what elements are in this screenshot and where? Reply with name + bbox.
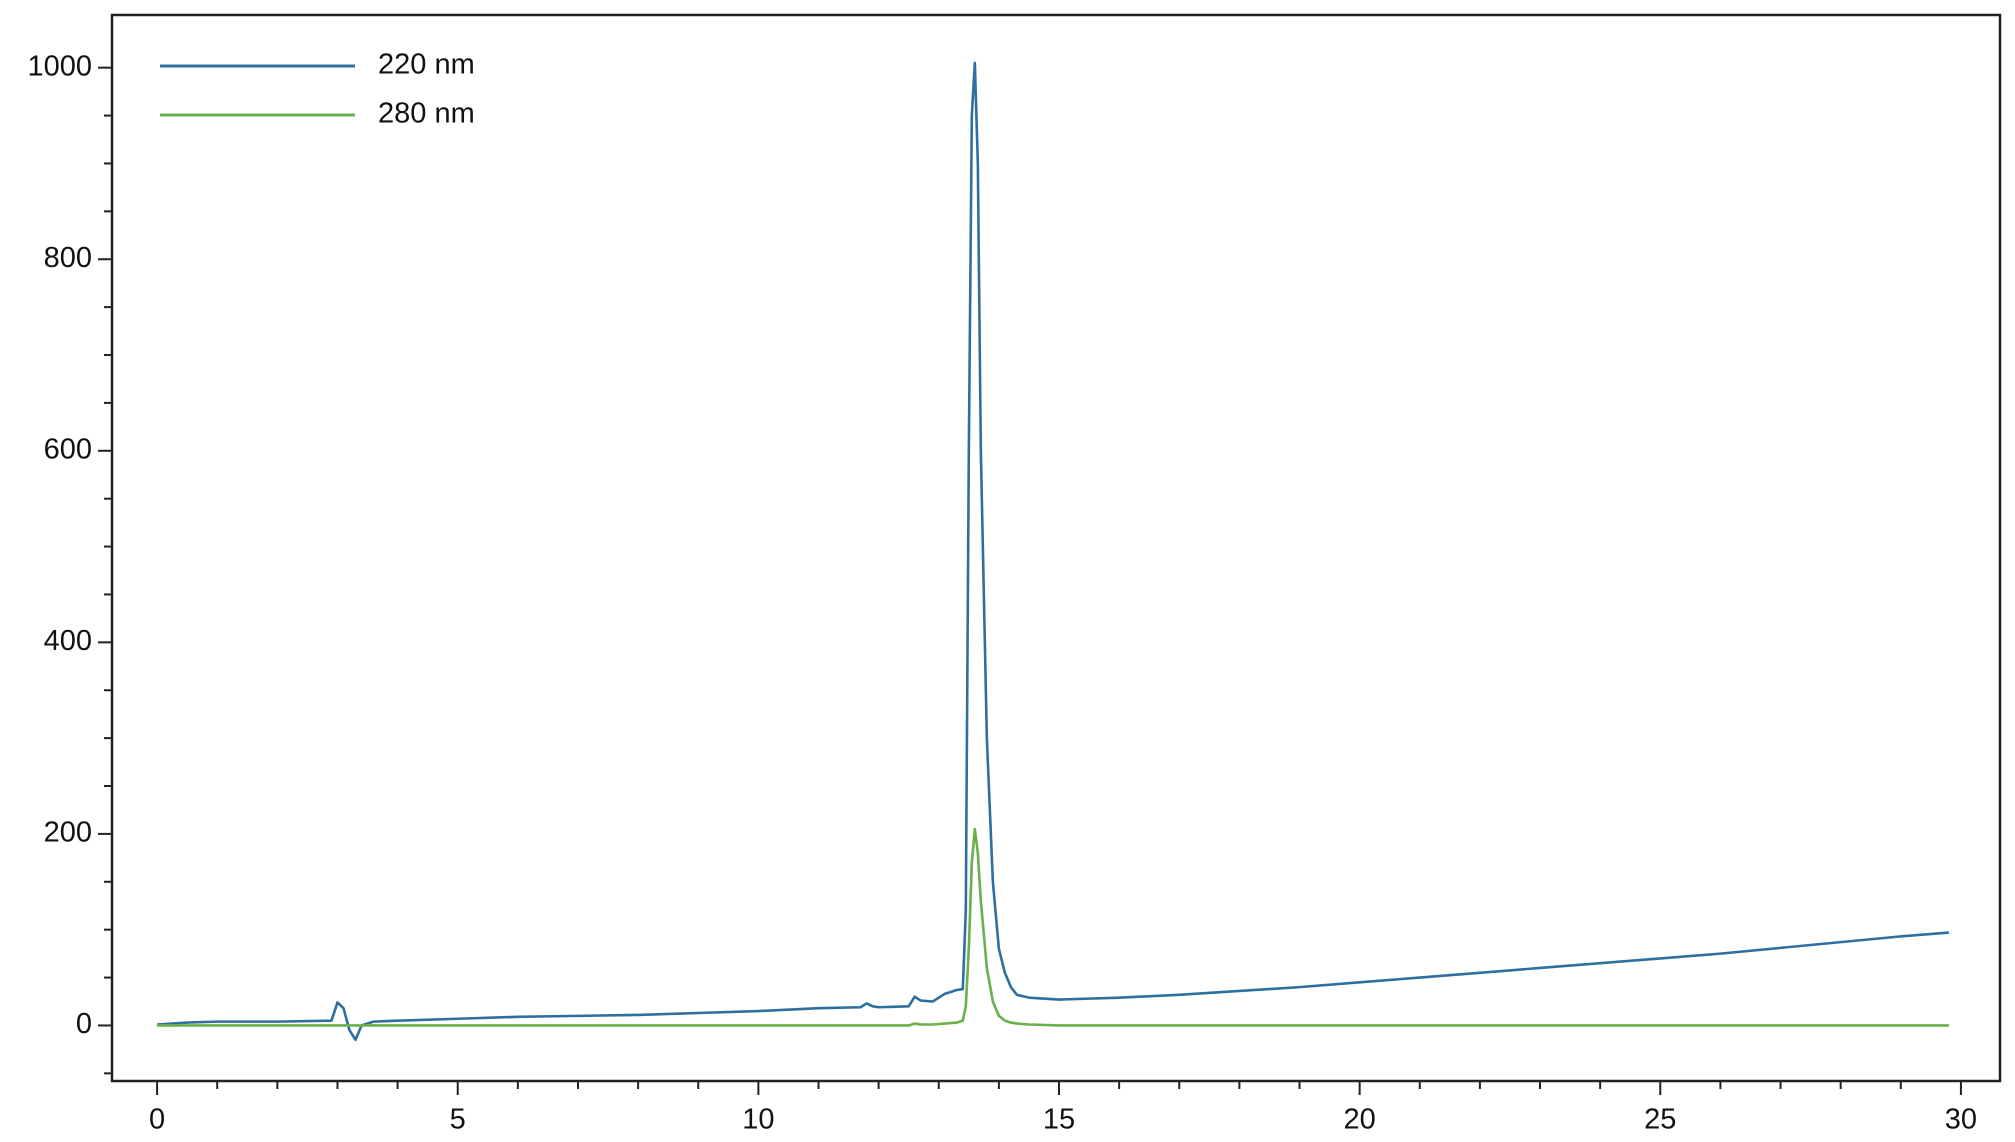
x-tick-label: 15	[1043, 1104, 1075, 1136]
legend-label: 280 nm	[378, 98, 475, 130]
data-line	[157, 61, 1949, 1042]
legend-label: 220 nm	[378, 49, 475, 81]
y-tick-label: 800	[44, 242, 92, 274]
x-tick-label: 25	[1644, 1104, 1676, 1136]
x-tick-label: 10	[742, 1104, 774, 1136]
x-tick-label: 0	[149, 1104, 165, 1136]
y-tick-label: 600	[44, 433, 92, 465]
y-tick-label: 200	[44, 817, 92, 849]
y-tick-label: 1000	[27, 50, 92, 82]
x-tick-label: 20	[1344, 1104, 1376, 1136]
plot-frame	[110, 13, 2002, 1083]
y-tick-label: 0	[76, 1008, 92, 1040]
y-tick-label: 400	[44, 625, 92, 657]
data-line	[157, 827, 1949, 1027]
x-tick-label: 30	[1945, 1104, 1977, 1136]
x-tick-label: 5	[450, 1104, 466, 1136]
